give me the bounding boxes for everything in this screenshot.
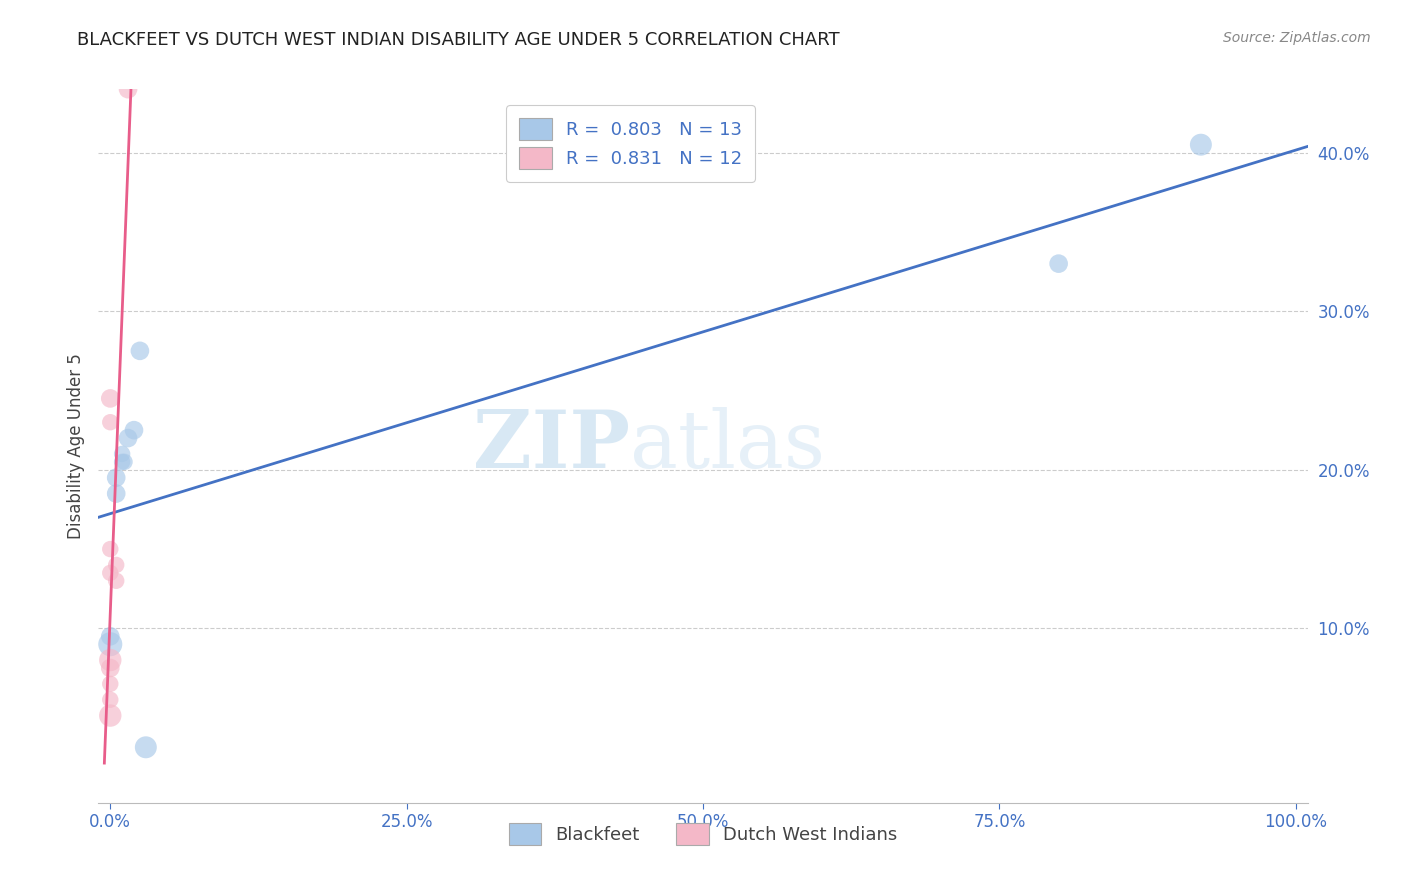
Point: [117, 82, 139, 96]
Text: atlas: atlas: [630, 407, 825, 485]
Point: [98, 542, 121, 557]
Point: [98, 629, 121, 643]
Text: BLACKFEET VS DUTCH WEST INDIAN DISABILITY AGE UNDER 5 CORRELATION CHART: BLACKFEET VS DUTCH WEST INDIAN DISABILIT…: [77, 31, 839, 49]
Point: [98, 677, 121, 691]
Text: ZIP: ZIP: [474, 407, 630, 485]
Point: [1047, 257, 1070, 271]
Point: [111, 455, 134, 469]
Point: [98, 392, 121, 406]
Y-axis label: Disability Age Under 5: Disability Age Under 5: [66, 353, 84, 539]
Point: [105, 471, 128, 485]
Point: [105, 486, 128, 500]
Point: [114, 455, 136, 469]
Point: [117, 431, 139, 445]
Text: Source: ZipAtlas.com: Source: ZipAtlas.com: [1223, 31, 1371, 45]
Legend: Blackfeet, Dutch West Indians: Blackfeet, Dutch West Indians: [496, 811, 910, 858]
Point: [98, 566, 121, 580]
Point: [129, 343, 152, 358]
Point: [98, 708, 121, 723]
Point: [111, 447, 134, 461]
Point: [135, 740, 157, 755]
Point: [98, 415, 121, 429]
Point: [122, 423, 145, 437]
Point: [105, 558, 128, 572]
Point: [1189, 137, 1212, 152]
Point: [98, 653, 121, 667]
Point: [98, 661, 121, 675]
Point: [98, 637, 121, 651]
Point: [105, 574, 128, 588]
Point: [98, 692, 121, 706]
